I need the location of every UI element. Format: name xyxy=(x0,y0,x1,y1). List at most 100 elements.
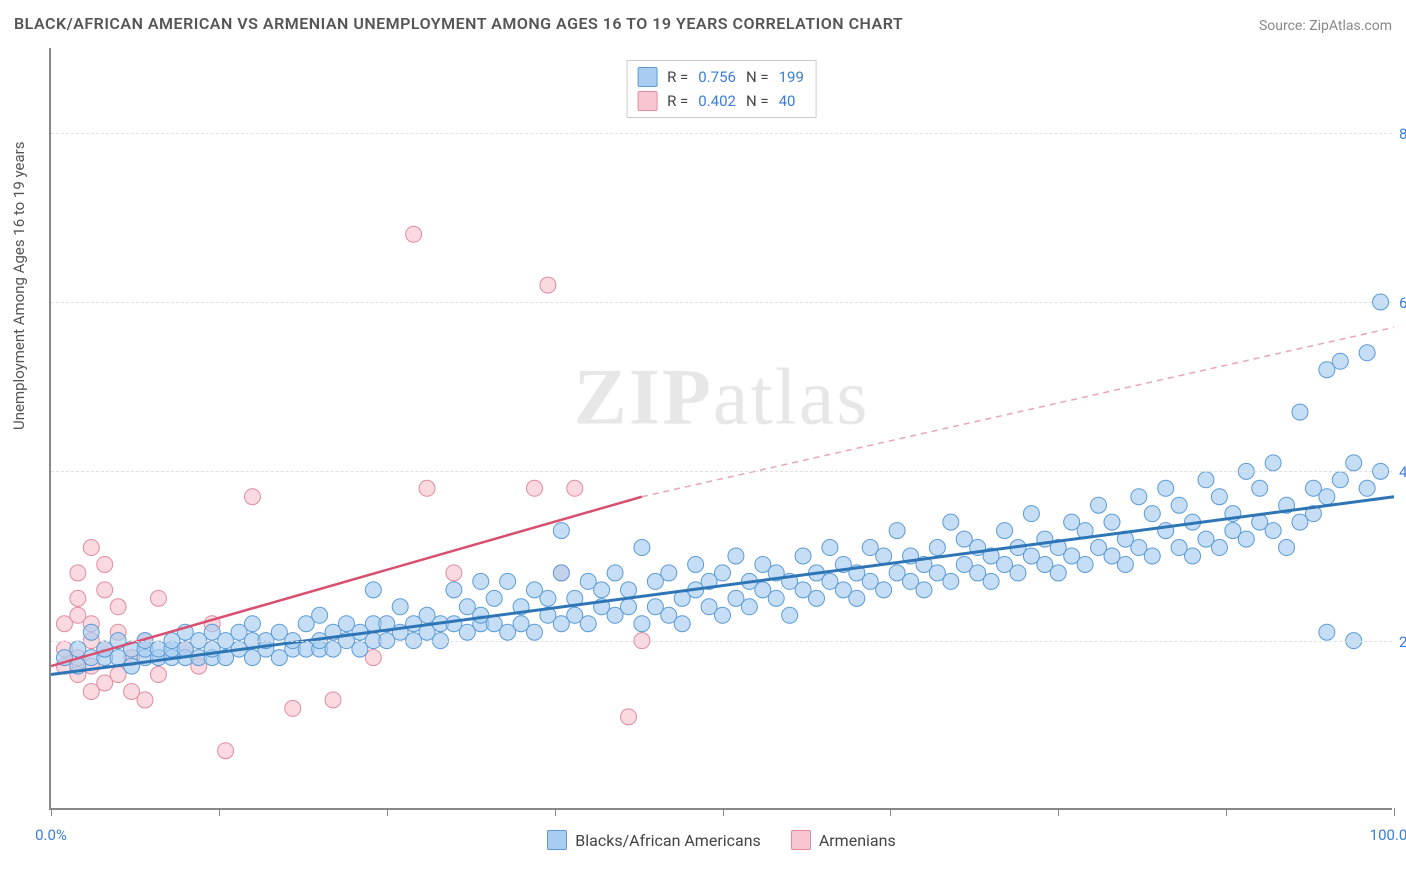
legend-label-blue: Blacks/African Americans xyxy=(575,831,761,850)
scatter-point xyxy=(1198,472,1214,488)
scatter-point xyxy=(580,616,596,632)
scatter-point xyxy=(1211,489,1227,505)
scatter-point xyxy=(1359,480,1375,496)
scatter-point xyxy=(553,565,569,581)
xtick xyxy=(723,808,724,816)
scatter-point xyxy=(110,599,126,615)
scatter-point xyxy=(997,523,1013,539)
plot-svg xyxy=(51,48,1392,808)
xtick xyxy=(1058,808,1059,816)
scatter-point xyxy=(634,540,650,556)
scatter-point xyxy=(594,582,610,598)
scatter-point xyxy=(567,480,583,496)
scatter-point xyxy=(634,616,650,632)
scatter-point xyxy=(661,565,677,581)
legend-bottom: Blacks/African Americans Armenians xyxy=(51,830,1392,850)
ytick-label: 80.0% xyxy=(1399,125,1406,143)
scatter-point xyxy=(620,582,636,598)
ytick-label: 40.0% xyxy=(1399,463,1406,481)
ytick-label: 20.0% xyxy=(1399,633,1406,651)
scatter-point xyxy=(1265,523,1281,539)
scatter-point xyxy=(500,573,516,589)
scatter-point xyxy=(150,590,166,606)
scatter-point xyxy=(1050,565,1066,581)
gridline-h: 20.0% xyxy=(51,641,1392,642)
scatter-point xyxy=(943,514,959,530)
swatch-pink-bottom xyxy=(791,830,811,850)
xtick xyxy=(1226,808,1227,816)
scatter-point xyxy=(1359,345,1375,361)
scatter-point xyxy=(1091,497,1107,513)
scatter-point xyxy=(1332,472,1348,488)
scatter-point xyxy=(137,692,153,708)
chart-container: BLACK/AFRICAN AMERICAN VS ARMENIAN UNEMP… xyxy=(0,0,1406,892)
scatter-point xyxy=(728,548,744,564)
scatter-point xyxy=(889,523,905,539)
scatter-point xyxy=(218,743,234,759)
scatter-point xyxy=(674,616,690,632)
scatter-point xyxy=(1265,455,1281,471)
scatter-point xyxy=(392,599,408,615)
scatter-point xyxy=(1346,455,1362,471)
legend-label-pink: Armenians xyxy=(819,831,896,850)
scatter-point xyxy=(244,616,260,632)
scatter-point xyxy=(526,480,542,496)
scatter-point xyxy=(365,582,381,598)
source-attribution: Source: ZipAtlas.com xyxy=(1259,18,1392,34)
scatter-point xyxy=(849,590,865,606)
scatter-point xyxy=(715,607,731,623)
scatter-point xyxy=(70,590,86,606)
scatter-point xyxy=(1252,480,1268,496)
scatter-point xyxy=(486,590,502,606)
scatter-point xyxy=(1144,506,1160,522)
scatter-point xyxy=(244,489,260,505)
xtick xyxy=(219,808,220,816)
scatter-point xyxy=(1144,548,1160,564)
scatter-point xyxy=(795,548,811,564)
scatter-point xyxy=(1332,353,1348,369)
scatter-point xyxy=(876,582,892,598)
legend-item-pink: Armenians xyxy=(791,830,896,850)
gridline-h: 60.0% xyxy=(51,302,1392,303)
xtick xyxy=(1394,808,1395,816)
scatter-point xyxy=(1238,531,1254,547)
scatter-point xyxy=(1104,514,1120,530)
scatter-point xyxy=(97,582,113,598)
scatter-point xyxy=(715,565,731,581)
scatter-point xyxy=(768,590,784,606)
scatter-point xyxy=(1077,556,1093,572)
scatter-point xyxy=(1319,489,1335,505)
scatter-point xyxy=(1279,540,1295,556)
scatter-point xyxy=(943,573,959,589)
plot-area: ZIPatlas R = 0.756 N = 199 R = 0.402 N =… xyxy=(49,48,1392,810)
scatter-point xyxy=(741,599,757,615)
scatter-point xyxy=(620,599,636,615)
scatter-point xyxy=(782,607,798,623)
scatter-point xyxy=(1010,565,1026,581)
legend-item-blue: Blacks/African Americans xyxy=(547,830,761,850)
gridline-h: 40.0% xyxy=(51,471,1392,472)
scatter-point xyxy=(540,590,556,606)
scatter-point xyxy=(406,226,422,242)
scatter-point xyxy=(688,556,704,572)
scatter-point xyxy=(1117,556,1133,572)
scatter-point xyxy=(1131,489,1147,505)
swatch-blue-bottom xyxy=(547,830,567,850)
xtick xyxy=(387,808,388,816)
scatter-point xyxy=(983,573,999,589)
scatter-point xyxy=(540,277,556,293)
scatter-point xyxy=(446,582,462,598)
scatter-point xyxy=(1171,497,1187,513)
scatter-point xyxy=(809,590,825,606)
scatter-point xyxy=(325,692,341,708)
scatter-point xyxy=(607,565,623,581)
scatter-point xyxy=(419,480,435,496)
scatter-point xyxy=(1211,540,1227,556)
scatter-point xyxy=(97,556,113,572)
scatter-point xyxy=(1023,506,1039,522)
ytick-label: 60.0% xyxy=(1399,294,1406,312)
scatter-point xyxy=(83,624,99,640)
scatter-point xyxy=(620,709,636,725)
gridline-h: 80.0% xyxy=(51,133,1392,134)
scatter-point xyxy=(473,573,489,589)
